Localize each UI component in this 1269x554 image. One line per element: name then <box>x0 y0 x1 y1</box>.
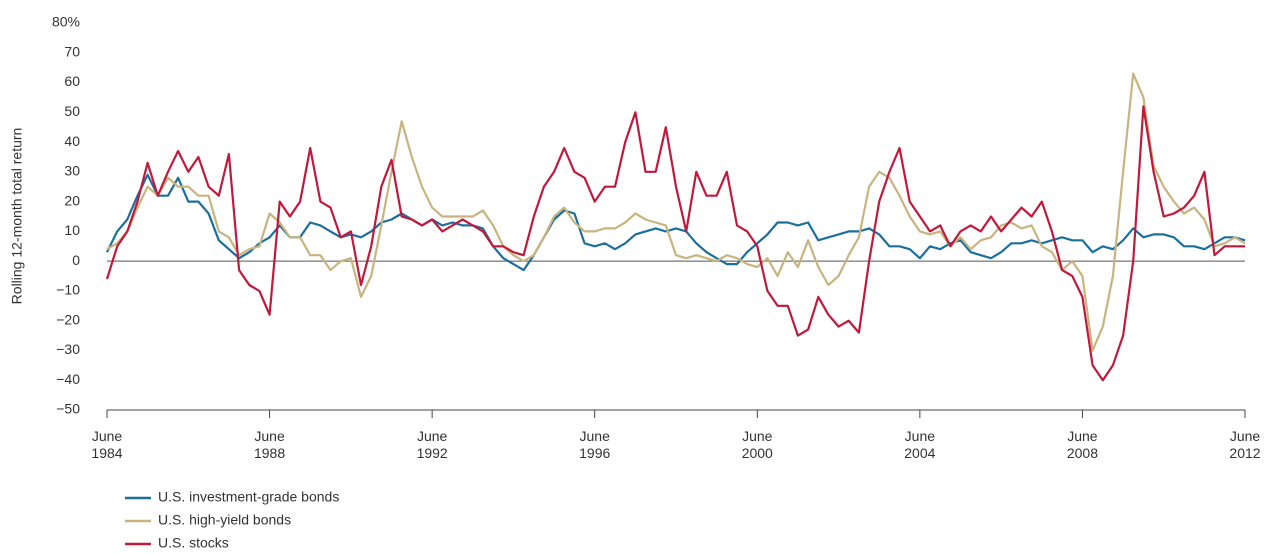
y-tick-label: 40 <box>64 133 80 149</box>
y-tick-label: −30 <box>56 341 80 357</box>
series-line <box>106 72 1246 352</box>
y-tick-label: −20 <box>56 311 80 327</box>
x-tick-label: June 2004 <box>904 428 936 461</box>
legend-label: U.S. high-yield bonds <box>158 512 291 528</box>
x-tick-label: June 1988 <box>253 428 286 461</box>
x-tick-label: June 2012 <box>1229 428 1261 461</box>
y-tick-label: 70 <box>64 43 80 59</box>
series-line <box>105 105 1245 382</box>
y-tick-label: −50 <box>56 401 80 417</box>
y-tick-label: 60 <box>64 73 80 89</box>
y-tick-label: 20 <box>64 192 80 208</box>
x-tick-label: June 2008 <box>1066 428 1098 461</box>
x-tick-label: June 1984 <box>91 428 123 461</box>
y-tick-label: 30 <box>64 163 80 179</box>
y-tick-label: −40 <box>56 371 80 387</box>
legend-label: U.S. investment-grade bonds <box>158 489 339 505</box>
y-tick-label: 10 <box>64 222 80 238</box>
y-tick-label: 80% <box>52 14 80 30</box>
x-tick-label: June 1992 <box>416 428 448 461</box>
y-tick-label: −10 <box>56 282 80 298</box>
y-tick-label: 0 <box>72 252 80 268</box>
y-tick-label: 50 <box>64 103 80 119</box>
x-tick-label: June 1996 <box>579 428 611 461</box>
legend-label: U.S. stocks <box>158 535 229 551</box>
y-axis-label: Rolling 12-month total return <box>9 128 25 305</box>
x-tick-label: June 2000 <box>741 428 773 461</box>
